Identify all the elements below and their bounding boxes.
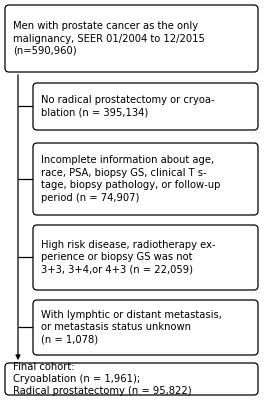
Text: High risk disease, radiotherapy ex-
perience or biopsy GS was not
3+3, 3+4,or 4+: High risk disease, radiotherapy ex- peri… (41, 240, 216, 275)
FancyBboxPatch shape (5, 363, 258, 395)
Text: Final cohort:
Cryoablation (n = 1,961);
Radical prostatectomy (n = 95,822): Final cohort: Cryoablation (n = 1,961); … (13, 362, 192, 396)
Text: Men with prostate cancer as the only
malignancy, SEER 01/2004 to 12/2015
(n=590,: Men with prostate cancer as the only mal… (13, 21, 205, 56)
Text: With lymphtic or distant metastasis,
or metastasis status unknown
(n = 1,078): With lymphtic or distant metastasis, or … (41, 310, 222, 345)
FancyBboxPatch shape (33, 225, 258, 290)
FancyBboxPatch shape (33, 300, 258, 355)
FancyBboxPatch shape (33, 143, 258, 215)
FancyBboxPatch shape (5, 5, 258, 72)
Text: No radical prostatectomy or cryoa-
blation (n = 395,134): No radical prostatectomy or cryoa- blati… (41, 95, 215, 118)
Text: Incomplete information about age,
race, PSA, biopsy GS, clinical T s-
tage, biop: Incomplete information about age, race, … (41, 155, 220, 202)
FancyBboxPatch shape (33, 83, 258, 130)
